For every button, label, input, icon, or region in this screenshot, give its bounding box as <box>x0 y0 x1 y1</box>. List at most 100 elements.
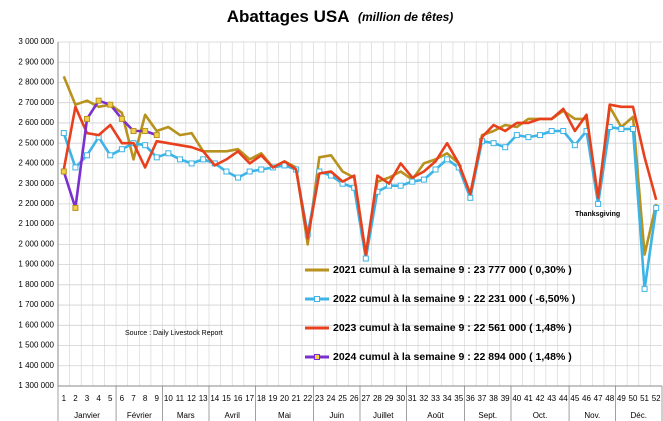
legend-label: 2024 cumul à la semaine 9 : 22 894 000 (… <box>333 351 572 363</box>
point-marker <box>153 132 160 139</box>
x-tick-label: 37 <box>478 394 487 403</box>
point-marker <box>537 132 544 139</box>
month-label: Février <box>127 411 152 420</box>
point-marker <box>362 255 369 262</box>
x-tick-label: 1 <box>62 394 67 403</box>
point-marker <box>490 140 497 147</box>
y-tick-label: 2 100 000 <box>18 219 54 228</box>
x-tick-label: 25 <box>338 394 347 403</box>
x-tick-label: 11 <box>176 394 185 403</box>
chart-title: Abattages USA <box>227 7 350 26</box>
x-tick-label: 22 <box>303 394 312 403</box>
x-tick-label: 41 <box>524 394 533 403</box>
x-tick-label: 45 <box>570 394 579 403</box>
month-label: Mai <box>278 411 291 420</box>
point-marker <box>432 166 439 173</box>
point-marker <box>60 130 67 137</box>
x-tick-label: 18 <box>257 394 266 403</box>
x-tick-label: 26 <box>350 394 359 403</box>
point-marker <box>513 132 520 139</box>
x-tick-label: 52 <box>652 394 661 403</box>
month-label: Juillet <box>373 411 394 420</box>
y-tick-label: 2 800 000 <box>18 78 54 87</box>
x-tick-label: 50 <box>629 394 638 403</box>
y-tick-label: 1 300 000 <box>18 381 54 390</box>
x-tick-label: 23 <box>315 394 324 403</box>
month-label: Juin <box>329 411 344 420</box>
y-tick-label: 2 700 000 <box>18 98 54 107</box>
point-marker <box>467 194 474 201</box>
point-marker <box>409 178 416 185</box>
x-tick-label: 51 <box>640 394 649 403</box>
x-tick-label: 30 <box>396 394 405 403</box>
x-tick-label: 5 <box>108 394 113 403</box>
y-tick-label: 1 400 000 <box>18 361 54 370</box>
point-marker <box>502 144 509 151</box>
x-tick-label: 38 <box>489 394 498 403</box>
point-marker <box>107 152 114 159</box>
legend-label: 2023 cumul à la semaine 9 : 22 561 000 (… <box>333 322 572 334</box>
month-label: Avril <box>225 411 241 420</box>
point-marker <box>618 126 625 133</box>
x-tick-label: 32 <box>419 394 428 403</box>
point-marker <box>118 146 125 153</box>
x-tick-label: 35 <box>454 394 463 403</box>
x-tick-label: 9 <box>155 394 160 403</box>
source-note: Source : Daily Livestock Report <box>125 330 223 337</box>
legend-label: 2021 cumul à la semaine 9 : 23 777 000 (… <box>333 264 572 276</box>
point-marker <box>142 142 149 149</box>
x-tick-label: 6 <box>120 394 125 403</box>
x-tick-label: 19 <box>268 394 277 403</box>
x-tick-label: 10 <box>164 394 173 403</box>
x-tick-label: 12 <box>187 394 196 403</box>
legend-marker <box>314 354 320 360</box>
y-tick-label: 1 800 000 <box>18 280 54 289</box>
point-marker <box>84 115 91 122</box>
y-tick-label: 2 400 000 <box>18 159 54 168</box>
x-tick-label: 47 <box>594 394 603 403</box>
month-label: Nov. <box>584 411 600 420</box>
month-label: Janvier <box>74 411 100 420</box>
point-marker <box>165 150 172 157</box>
x-tick-label: 21 <box>292 394 301 403</box>
y-tick-label: 2 500 000 <box>18 138 54 147</box>
x-tick-label: 2 <box>73 394 78 403</box>
x-tick-label: 3 <box>85 394 90 403</box>
x-tick-label: 34 <box>443 394 452 403</box>
point-marker <box>72 164 79 171</box>
point-marker <box>444 156 451 163</box>
y-tick-label: 1 500 000 <box>18 341 54 350</box>
point-marker <box>118 115 125 122</box>
x-tick-label: 27 <box>361 394 370 403</box>
series-line <box>62 103 658 256</box>
x-tick-label: 31 <box>408 394 417 403</box>
x-tick-label: 49 <box>617 394 626 403</box>
point-marker <box>223 168 230 175</box>
title-group: Abattages USA (million de têtes) <box>227 7 454 26</box>
month-label: Août <box>427 411 444 420</box>
y-tick-label: 2 900 000 <box>18 57 54 66</box>
x-tick-label: 17 <box>245 394 254 403</box>
x-tick-label: 20 <box>280 394 289 403</box>
point-marker <box>258 166 265 173</box>
point-marker <box>107 101 114 108</box>
point-marker <box>130 128 137 135</box>
x-tick-label: 44 <box>559 394 568 403</box>
point-marker <box>595 200 602 207</box>
y-tick-label: 1 700 000 <box>18 300 54 309</box>
x-tick-label: 8 <box>143 394 148 403</box>
point-marker <box>246 168 253 175</box>
point-marker <box>188 160 195 167</box>
y-tick-label: 2 000 000 <box>18 239 54 248</box>
point-marker <box>641 285 648 292</box>
x-tick-label: 40 <box>512 394 521 403</box>
point-marker <box>176 156 183 163</box>
month-label: Sept. <box>478 411 497 420</box>
point-marker <box>200 156 207 163</box>
y-tick-label: 2 300 000 <box>18 179 54 188</box>
x-tick-label: 7 <box>131 394 136 403</box>
x-tick-label: 4 <box>96 394 101 403</box>
x-tick-label: 39 <box>501 394 510 403</box>
point-marker <box>153 154 160 161</box>
